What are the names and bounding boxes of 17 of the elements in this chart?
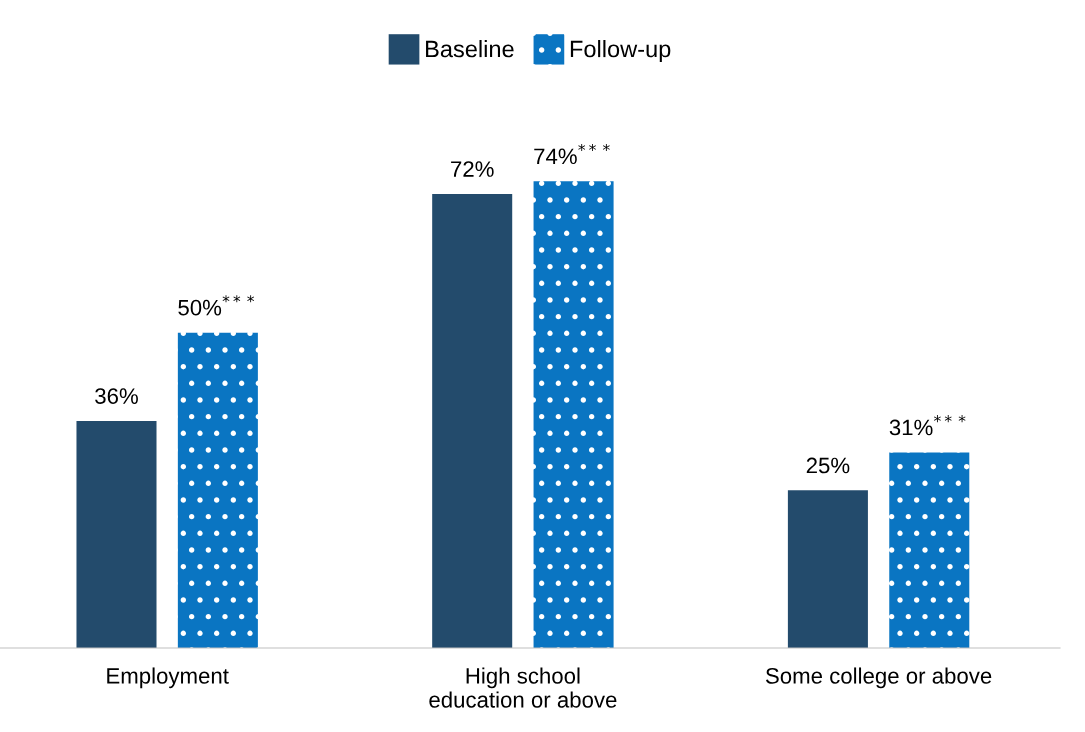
bar xyxy=(432,193,513,648)
x-tick-label: Employment xyxy=(107,667,229,689)
data-label: 31%$^{***}$ xyxy=(889,415,966,436)
bar xyxy=(76,420,157,648)
data-label: 25% xyxy=(806,457,850,474)
bar xyxy=(177,332,258,648)
legend-label: Follow-up xyxy=(570,40,671,63)
legend-label: Baseline xyxy=(426,40,514,58)
data-label: 72% xyxy=(451,161,494,177)
x-tick-label: Some college or above xyxy=(765,667,992,689)
bar xyxy=(533,181,614,648)
bar xyxy=(787,490,868,648)
x-tick-label: High school education or above xyxy=(429,667,617,708)
data-label: 36% xyxy=(95,388,138,404)
data-label: 50%$^{***}$ xyxy=(178,295,255,316)
data-label: 74%$^{***}$ xyxy=(534,143,610,165)
bar xyxy=(889,452,970,648)
